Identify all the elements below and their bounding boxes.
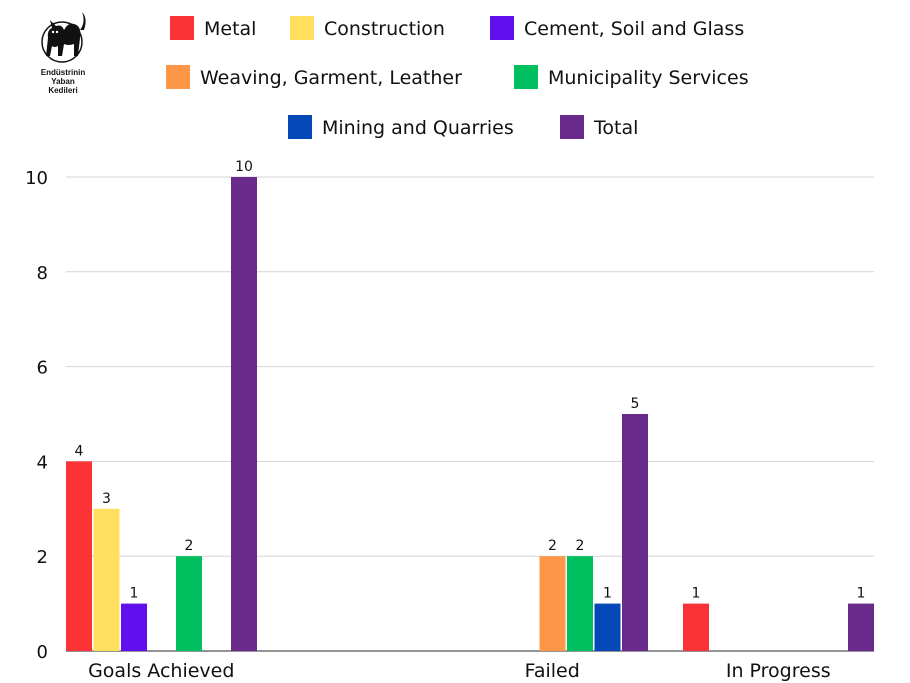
chart-legend: Metal Construction Cement, Soil and Glass W… bbox=[166, 16, 749, 139]
logo-text-line-3: Kedileri bbox=[48, 86, 78, 95]
bar-goals-achieved-construction bbox=[93, 508, 120, 651]
black-cat-icon bbox=[41, 12, 86, 63]
legend-swatch-cement-soil-and-glass bbox=[490, 16, 514, 40]
x-category-label-goals-achieved: Goals Achieved bbox=[88, 660, 234, 682]
data-label-goals-achieved-construction: 3 bbox=[102, 491, 111, 507]
legend-swatch-municipality-services bbox=[514, 65, 538, 89]
chart-bars: 4 3 1 2 10 2 2 1 5 1 1 bbox=[66, 159, 874, 651]
data-label-goals-achieved-metal: 4 bbox=[75, 443, 84, 459]
legend-label-construction: Construction bbox=[324, 18, 445, 40]
bar-in-progress-total bbox=[848, 603, 874, 651]
logo: Endüstrinin Yaban Kedileri bbox=[28, 8, 98, 96]
y-tick-label-0: 0 bbox=[37, 642, 48, 663]
logo-text-line-2: Yaban bbox=[51, 77, 75, 86]
legend-swatch-total bbox=[560, 115, 584, 139]
logo-text-line-1: Endüstrinin bbox=[40, 68, 86, 77]
bar-goals-achieved-municipality-services bbox=[176, 556, 202, 651]
x-category-label-failed: Failed bbox=[525, 660, 580, 682]
y-tick-label-8: 8 bbox=[37, 263, 48, 284]
legend-swatch-mining-and-quarries bbox=[288, 115, 312, 139]
y-tick-label-10: 10 bbox=[25, 168, 48, 189]
data-label-failed-mining-and-quarries: 1 bbox=[603, 586, 612, 602]
legend-label-metal: Metal bbox=[204, 18, 256, 40]
legend-swatch-weaving-garment-leather bbox=[166, 65, 190, 89]
bar-failed-mining-and-quarries bbox=[594, 603, 621, 651]
y-tick-label-6: 6 bbox=[37, 358, 48, 379]
legend-label-total: Total bbox=[593, 117, 638, 139]
data-label-failed-total: 5 bbox=[631, 396, 640, 412]
data-label-in-progress-total: 1 bbox=[857, 586, 866, 602]
bar-goals-achieved-total bbox=[231, 177, 257, 651]
legend-label-municipality-services: Municipality Services bbox=[548, 67, 749, 89]
legend-label-mining-and-quarries: Mining and Quarries bbox=[322, 117, 514, 139]
bar-goals-achieved-cement-soil-and-glass bbox=[121, 603, 147, 651]
legend-label-cement-soil-and-glass: Cement, Soil and Glass bbox=[524, 18, 744, 40]
data-label-failed-municipality-services: 2 bbox=[576, 538, 585, 554]
data-label-goals-achieved-cement-soil-and-glass: 1 bbox=[130, 586, 139, 602]
y-tick-label-4: 4 bbox=[37, 452, 48, 473]
x-axis: Goals Achieved Failed In Progress bbox=[88, 660, 831, 682]
bar-failed-weaving-garment-leather bbox=[539, 556, 566, 651]
bar-in-progress-metal bbox=[683, 603, 709, 651]
data-label-failed-weaving-garment-leather: 2 bbox=[548, 538, 557, 554]
x-category-label-in-progress: In Progress bbox=[726, 660, 831, 682]
legend-label-weaving-garment-leather: Weaving, Garment, Leather bbox=[200, 67, 462, 89]
legend-swatch-metal bbox=[170, 16, 194, 40]
bar-failed-municipality-services bbox=[567, 556, 593, 651]
legend-swatch-construction bbox=[290, 16, 314, 40]
bar-failed-total bbox=[622, 414, 648, 651]
y-axis: 0 2 4 6 8 10 bbox=[25, 168, 48, 663]
data-label-in-progress-metal: 1 bbox=[692, 586, 701, 602]
data-label-goals-achieved-municipality-services: 2 bbox=[185, 538, 194, 554]
data-label-goals-achieved-total: 10 bbox=[235, 159, 253, 175]
y-tick-label-2: 2 bbox=[37, 547, 48, 568]
bar-goals-achieved-metal bbox=[66, 461, 92, 651]
